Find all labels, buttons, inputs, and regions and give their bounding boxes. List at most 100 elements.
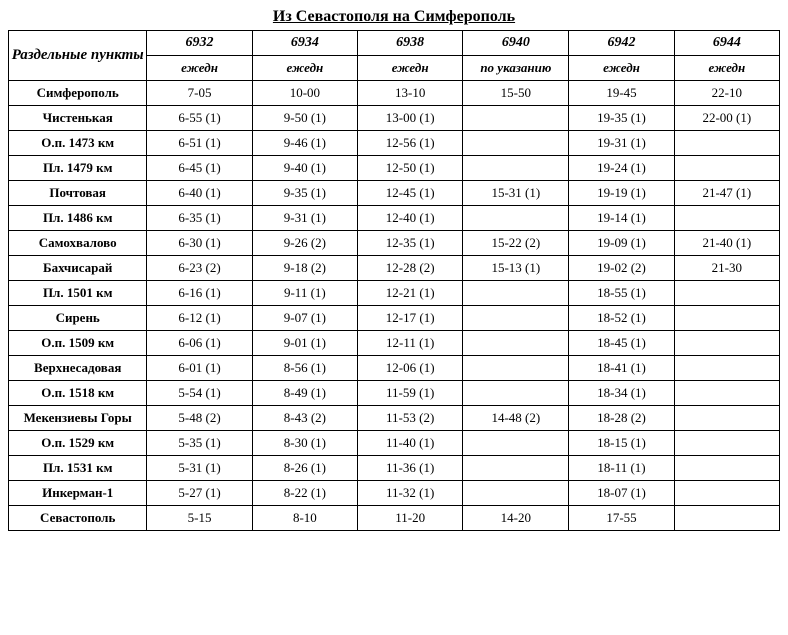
table-row: Почтовая6-40 (1)9-35 (1)12-45 (1)15-31 (… (9, 181, 780, 206)
station-name: Пл. 1486 км (9, 206, 147, 231)
time-cell: 8-43 (2) (252, 406, 357, 431)
time-cell (463, 156, 569, 181)
station-name: Пл. 1479 км (9, 156, 147, 181)
header-row-trains: Раздельные пункты 6932 6934 6938 6940 69… (9, 31, 780, 56)
time-cell: 6-51 (1) (147, 131, 252, 156)
time-cell: 12-11 (1) (358, 331, 463, 356)
time-cell: 19-09 (1) (569, 231, 674, 256)
time-cell: 18-55 (1) (569, 281, 674, 306)
station-name: О.п. 1518 км (9, 381, 147, 406)
station-name: Мекензиевы Горы (9, 406, 147, 431)
table-row: Бахчисарай6-23 (2)9-18 (2)12-28 (2)15-13… (9, 256, 780, 281)
time-cell: 12-21 (1) (358, 281, 463, 306)
time-cell: 12-28 (2) (358, 256, 463, 281)
time-cell: 6-55 (1) (147, 106, 252, 131)
time-cell: 19-31 (1) (569, 131, 674, 156)
time-cell (674, 406, 779, 431)
time-cell: 18-41 (1) (569, 356, 674, 381)
time-cell: 19-45 (569, 81, 674, 106)
table-row: Чистенькая6-55 (1)9-50 (1)13-00 (1)19-35… (9, 106, 780, 131)
station-name: Пл. 1501 км (9, 281, 147, 306)
time-cell: 6-23 (2) (147, 256, 252, 281)
time-cell: 5-27 (1) (147, 481, 252, 506)
train-freq-2: ежедн (358, 56, 463, 81)
time-cell: 5-15 (147, 506, 252, 531)
station-name: Чистенькая (9, 106, 147, 131)
train-freq-5: ежедн (674, 56, 779, 81)
time-cell: 15-31 (1) (463, 181, 569, 206)
time-cell: 9-46 (1) (252, 131, 357, 156)
station-name: Верхнесадовая (9, 356, 147, 381)
time-cell: 9-31 (1) (252, 206, 357, 231)
time-cell (463, 381, 569, 406)
station-name: Сирень (9, 306, 147, 331)
time-cell (674, 356, 779, 381)
table-row: Мекензиевы Горы5-48 (2)8-43 (2)11-53 (2)… (9, 406, 780, 431)
time-cell: 15-22 (2) (463, 231, 569, 256)
time-cell: 9-26 (2) (252, 231, 357, 256)
time-cell: 17-55 (569, 506, 674, 531)
time-cell: 6-16 (1) (147, 281, 252, 306)
time-cell: 8-22 (1) (252, 481, 357, 506)
time-cell (674, 431, 779, 456)
train-num-3: 6940 (463, 31, 569, 56)
table-row: Сирень6-12 (1)9-07 (1)12-17 (1)18-52 (1) (9, 306, 780, 331)
time-cell: 18-15 (1) (569, 431, 674, 456)
time-cell (674, 156, 779, 181)
time-cell: 18-52 (1) (569, 306, 674, 331)
station-name: Бахчисарай (9, 256, 147, 281)
table-row: Верхнесадовая6-01 (1)8-56 (1)12-06 (1)18… (9, 356, 780, 381)
station-name: О.п. 1529 км (9, 431, 147, 456)
time-cell: 12-45 (1) (358, 181, 463, 206)
train-num-5: 6944 (674, 31, 779, 56)
time-cell (463, 456, 569, 481)
time-cell: 5-48 (2) (147, 406, 252, 431)
station-name: Инкерман-1 (9, 481, 147, 506)
time-cell: 18-45 (1) (569, 331, 674, 356)
time-cell: 8-30 (1) (252, 431, 357, 456)
time-cell (463, 481, 569, 506)
schedule-body: Симферополь7-0510-0013-1015-5019-4522-10… (9, 81, 780, 531)
station-name: О.п. 1509 км (9, 331, 147, 356)
time-cell: 9-18 (2) (252, 256, 357, 281)
time-cell: 11-59 (1) (358, 381, 463, 406)
time-cell: 19-35 (1) (569, 106, 674, 131)
time-cell: 6-06 (1) (147, 331, 252, 356)
train-freq-1: ежедн (252, 56, 357, 81)
table-row: О.п. 1518 км5-54 (1)8-49 (1)11-59 (1)18-… (9, 381, 780, 406)
table-row: Симферополь7-0510-0013-1015-5019-4522-10 (9, 81, 780, 106)
table-row: Инкерман-15-27 (1)8-22 (1)11-32 (1)18-07… (9, 481, 780, 506)
table-row: Пл. 1479 км6-45 (1)9-40 (1)12-50 (1)19-2… (9, 156, 780, 181)
time-cell: 12-06 (1) (358, 356, 463, 381)
time-cell: 6-40 (1) (147, 181, 252, 206)
time-cell: 8-26 (1) (252, 456, 357, 481)
table-row: Самохвалово6-30 (1)9-26 (2)12-35 (1)15-2… (9, 231, 780, 256)
train-num-1: 6934 (252, 31, 357, 56)
time-cell: 22-00 (1) (674, 106, 779, 131)
time-cell (674, 306, 779, 331)
time-cell: 15-50 (463, 81, 569, 106)
time-cell: 5-54 (1) (147, 381, 252, 406)
time-cell (674, 206, 779, 231)
station-name: Самохвалово (9, 231, 147, 256)
time-cell: 11-53 (2) (358, 406, 463, 431)
time-cell: 18-07 (1) (569, 481, 674, 506)
time-cell: 10-00 (252, 81, 357, 106)
stations-header: Раздельные пункты (9, 31, 147, 81)
time-cell (674, 481, 779, 506)
station-name: Севастополь (9, 506, 147, 531)
time-cell: 6-01 (1) (147, 356, 252, 381)
time-cell (463, 331, 569, 356)
station-name: Пл. 1531 км (9, 456, 147, 481)
time-cell: 21-47 (1) (674, 181, 779, 206)
train-num-2: 6938 (358, 31, 463, 56)
time-cell: 18-11 (1) (569, 456, 674, 481)
table-row: Пл. 1531 км5-31 (1)8-26 (1)11-36 (1)18-1… (9, 456, 780, 481)
table-row: О.п. 1509 км6-06 (1)9-01 (1)12-11 (1)18-… (9, 331, 780, 356)
time-cell: 18-28 (2) (569, 406, 674, 431)
time-cell: 9-35 (1) (252, 181, 357, 206)
time-cell: 22-10 (674, 81, 779, 106)
time-cell: 6-35 (1) (147, 206, 252, 231)
time-cell (674, 131, 779, 156)
time-cell: 19-02 (2) (569, 256, 674, 281)
